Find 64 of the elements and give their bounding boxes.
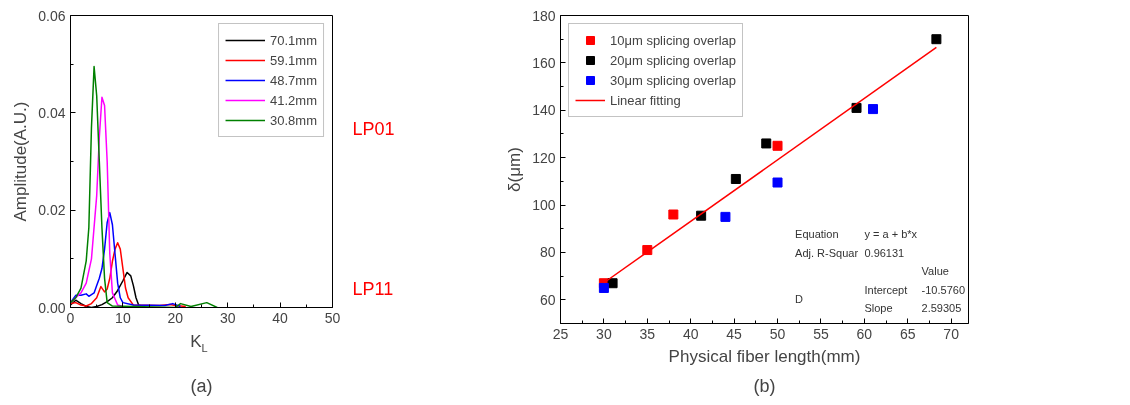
x-tick-label: 0 <box>66 309 75 326</box>
x-tick-label: 65 <box>899 325 916 342</box>
annotation: -10.5760 <box>921 283 966 296</box>
point <box>931 34 942 45</box>
x-tick-label: 35 <box>639 325 656 342</box>
annotation: Adj. R-Squar <box>795 246 859 259</box>
y-axis-title: Amplitude(A.U.) <box>11 101 31 222</box>
point <box>730 173 741 184</box>
y-tick-label: 0.06 <box>38 7 66 24</box>
y-tick-label: 0.00 <box>38 299 66 316</box>
x-tick-label: 20 <box>167 309 184 326</box>
legend-label: 59.1mm <box>270 52 317 68</box>
line-series <box>70 65 218 308</box>
annotation: Intercept <box>864 283 908 296</box>
x-tick-label: 60 <box>856 325 873 342</box>
x-tick-label: 40 <box>272 309 289 326</box>
point <box>598 282 609 293</box>
y-tick-label: 0.02 <box>38 202 66 219</box>
x-axis-title: Physical fiber length(mm) <box>668 346 861 366</box>
y-tick-label: 120 <box>532 149 556 166</box>
x-tick-label: 50 <box>769 325 786 342</box>
y-tick-label: 160 <box>532 54 556 71</box>
x-tick-label: 55 <box>813 325 829 342</box>
x-tick-label: 25 <box>552 325 569 342</box>
text: LP11 <box>352 278 394 299</box>
point <box>772 177 783 188</box>
x-tick-label: 10 <box>115 309 131 326</box>
legend-label: 70.1mm <box>270 32 317 48</box>
point <box>607 278 618 289</box>
legend-label: 20μm splicing overlap <box>610 52 736 68</box>
x-tick-label: 30 <box>596 325 612 342</box>
annotation: Slope <box>864 302 893 315</box>
annotation: 2.59305 <box>921 302 962 315</box>
legend-label: 10μm splicing overlap <box>610 32 736 48</box>
legend-label: Linear fitting <box>610 92 681 108</box>
text: (a) <box>190 375 213 396</box>
annotation: 0.96131 <box>864 246 905 259</box>
annotation: D <box>795 292 804 305</box>
point <box>720 211 731 222</box>
point <box>868 104 879 115</box>
legend-label: 30.8mm <box>270 112 317 128</box>
legend-label: 41.2mm <box>270 92 317 108</box>
y-tick-label: 80 <box>539 244 556 261</box>
annotation: Equation <box>795 228 839 241</box>
x-tick-label: 30 <box>219 309 236 326</box>
text: (b) <box>753 375 776 396</box>
x-tick-label: 70 <box>943 325 960 342</box>
y-tick-label: 140 <box>532 102 556 119</box>
y-tick-label: 100 <box>532 197 556 214</box>
x-tick-label: 50 <box>324 309 341 326</box>
y-tick-label: 180 <box>532 7 556 24</box>
legend-label: 48.7mm <box>270 72 317 88</box>
x-tick-label: 45 <box>726 325 743 342</box>
point <box>761 138 772 149</box>
x-tick-label: 40 <box>682 325 699 342</box>
text: LP01 <box>352 118 395 139</box>
annotation: Value <box>921 265 949 278</box>
point <box>668 209 679 220</box>
annotation: y = a + b*x <box>864 228 918 241</box>
y-axis-title: δ(μm) <box>505 147 525 192</box>
y-tick-label: 0.04 <box>38 104 66 121</box>
point <box>772 140 783 151</box>
y-tick-label: 60 <box>539 291 556 308</box>
legend-label: 30μm splicing overlap <box>610 72 736 88</box>
